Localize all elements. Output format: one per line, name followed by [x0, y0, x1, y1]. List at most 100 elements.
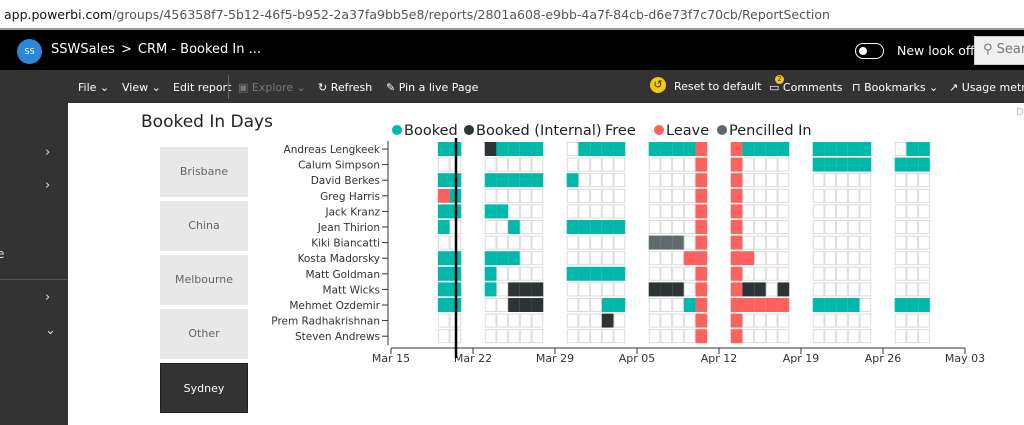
cell-free: [812, 282, 825, 297]
cell-free: [765, 251, 778, 266]
cell-booked-internal: [660, 282, 673, 297]
cell-free: [777, 329, 790, 344]
cell-free: [859, 188, 872, 203]
chevron-right-icon: >: [120, 42, 132, 57]
slicer-other[interactable]: Other: [160, 309, 248, 359]
chevron-right-icon[interactable]: ›: [45, 145, 51, 160]
cell-free: [496, 282, 509, 297]
cell-free: [836, 251, 848, 266]
legend-label: Free: [605, 123, 636, 139]
cell-free: [531, 313, 544, 328]
cell-free: [847, 251, 860, 266]
comments-button[interactable]: ▭ Comments: [769, 81, 843, 94]
chevron-right-icon[interactable]: ›: [45, 178, 51, 193]
nav-sidebar: › › e › ⌄: [0, 103, 68, 425]
reset-default-button[interactable]: ↺ Reset to default: [650, 77, 761, 95]
cell-free: [754, 313, 766, 328]
search-input[interactable]: ⚲ Search: [974, 36, 1024, 65]
slicer-melbourne[interactable]: Melbourne: [160, 255, 248, 305]
cell-free: [648, 266, 661, 281]
address-bar[interactable]: app.powerbi.com/groups/456358f7-5b12-46f…: [0, 0, 1024, 30]
cell-free: [519, 329, 532, 344]
cell-free: [519, 251, 532, 266]
chevron-down-icon[interactable]: ⌄: [45, 323, 56, 338]
cell-free: [590, 157, 602, 172]
cell-free: [812, 220, 825, 234]
workspace-avatar[interactable]: SS: [17, 39, 42, 64]
slicer-brisbane[interactable]: Brisbane: [160, 147, 248, 197]
slicer-sydney[interactable]: Sydney: [160, 363, 248, 413]
breadcrumb: SSWSales > CRM - Booked In ...: [51, 42, 261, 57]
cell-free: [578, 329, 591, 344]
cell-free: [508, 235, 520, 250]
cell-free: [754, 235, 766, 250]
cell-free: [566, 204, 579, 219]
cell-free: [918, 235, 930, 250]
cell-free: [672, 188, 684, 203]
breadcrumb-report[interactable]: CRM - Booked In ...: [137, 42, 262, 57]
view-menu[interactable]: View ⌄: [122, 81, 161, 94]
row-label: Calum Simpson: [298, 160, 380, 172]
cell-free: [824, 220, 837, 234]
cell-free: [859, 173, 872, 188]
pin-live-page-button[interactable]: ✎ Pin a live Page: [386, 81, 479, 94]
cell-free: [496, 329, 509, 344]
cell-free: [906, 204, 919, 219]
cell-leave: [695, 266, 708, 281]
cell-booked-internal: [777, 282, 790, 297]
cell-free: [824, 204, 837, 219]
cell-free: [578, 298, 591, 312]
cell-free: [812, 204, 825, 219]
cell-free: [847, 204, 860, 219]
cell-free: [777, 235, 790, 250]
breadcrumb-workspace[interactable]: SSWSales: [51, 42, 115, 57]
cell-booked: [906, 298, 919, 312]
cell-free: [519, 220, 532, 234]
cell-free: [519, 204, 532, 219]
file-menu[interactable]: File ⌄: [78, 81, 110, 94]
cell-free: [484, 220, 497, 234]
cell-booked: [508, 251, 520, 266]
edit-report-button[interactable]: Edit report: [173, 81, 232, 94]
cell-free: [824, 266, 837, 281]
explore-menu[interactable]: ▣ Explore ⌄: [238, 81, 306, 94]
bookmarks-menu[interactable]: ⊓ Bookmarks ⌄: [852, 81, 939, 94]
chevron-down-icon: ⌄: [151, 81, 161, 94]
sidebar-item-label[interactable]: e: [0, 247, 5, 261]
cell-booked: [918, 298, 930, 312]
cell-free: [683, 173, 696, 188]
cell-free: [754, 173, 766, 188]
cell-booked: [566, 220, 579, 234]
cell-free: [508, 313, 520, 328]
cell-booked: [437, 204, 450, 219]
cell-free: [777, 313, 790, 328]
cell-free: [648, 188, 661, 203]
x-tick-label: Mar 29: [536, 352, 574, 365]
new-look-toggle[interactable]: [855, 43, 884, 59]
cell-booked: [601, 298, 614, 312]
x-tick-label: Apr 05: [619, 352, 656, 365]
cell-free: [531, 220, 544, 234]
chevron-right-icon[interactable]: ›: [45, 290, 51, 305]
usage-metrics-button[interactable]: ↗ Usage metrics: [949, 81, 1024, 94]
cell-booked: [484, 282, 497, 297]
cell-booked: [672, 142, 684, 156]
cell-leave: [730, 142, 743, 156]
cell-leave: [730, 235, 743, 250]
cell-booked: [484, 251, 497, 266]
cell-booked: [918, 157, 930, 172]
cell-free: [777, 204, 790, 219]
refresh-button[interactable]: ↻ Refresh: [318, 81, 373, 94]
pin-icon: ✎: [386, 81, 396, 94]
cell-free: [590, 298, 602, 312]
cell-free: [765, 188, 778, 203]
cell-booked: [566, 266, 579, 281]
cell-free: [566, 188, 579, 203]
cell-free: [836, 173, 848, 188]
cell-booked: [918, 142, 930, 156]
cell-free: [660, 313, 673, 328]
cell-leave: [695, 157, 708, 172]
slicer-china[interactable]: China: [160, 201, 248, 251]
cell-free: [812, 313, 825, 328]
x-tick-label: Mar 15: [372, 352, 410, 365]
